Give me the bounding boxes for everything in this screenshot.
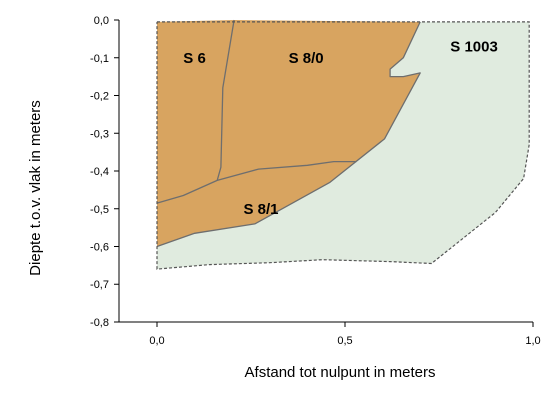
y-tick-label: -0,2 [90,91,109,103]
x-tick-label: 1,0 [525,335,540,347]
y-tick-label: -0,4 [90,166,109,178]
x-tick-label: 0,0 [149,335,164,347]
layer-boundary-line [216,19,235,181]
x-tick-label: 0,5 [337,335,352,347]
region-labels: S 1003 S 6 S 8/0 S 8/1 [183,38,498,217]
y-tick-label: -0,5 [90,204,109,216]
region-label-s-8-1: S 8/1 [244,201,279,218]
soil-regions [157,20,530,270]
layer-boundary-line [156,21,421,248]
y-tick-label: -0,1 [90,53,109,65]
region-s-6 [157,20,235,204]
x-axis-title: Afstand tot nulpunt in meters [245,364,436,381]
layer-boundaries [156,19,421,248]
region-s-8-1 [157,161,357,247]
y-tick-label: -0,8 [90,317,109,329]
y-tick-label: -0,6 [90,242,109,254]
y-tick-label: -0,7 [90,279,109,291]
layer-boundary-line [156,160,357,204]
region-label-s-6: S 6 [183,50,206,67]
y-tick-label: -0,3 [90,128,109,140]
region-label-s-1003: S 1003 [450,38,498,55]
region-s-8-0 [217,20,421,181]
axes: 0,0 -0,1 -0,2 -0,3 -0,4 -0,5 -0,6 -0,7 -0,8 0,0 0,… [90,15,541,347]
y-tick-label: 0,0 [94,15,109,27]
dashed-excavation-outline [156,21,530,270]
region-label-s-8-0: S 8/0 [289,50,324,67]
excavation-outline [156,21,530,270]
region-s-1003 [157,21,530,270]
y-axis-title: Diepte t.o.v. vlak in meters [27,100,44,276]
